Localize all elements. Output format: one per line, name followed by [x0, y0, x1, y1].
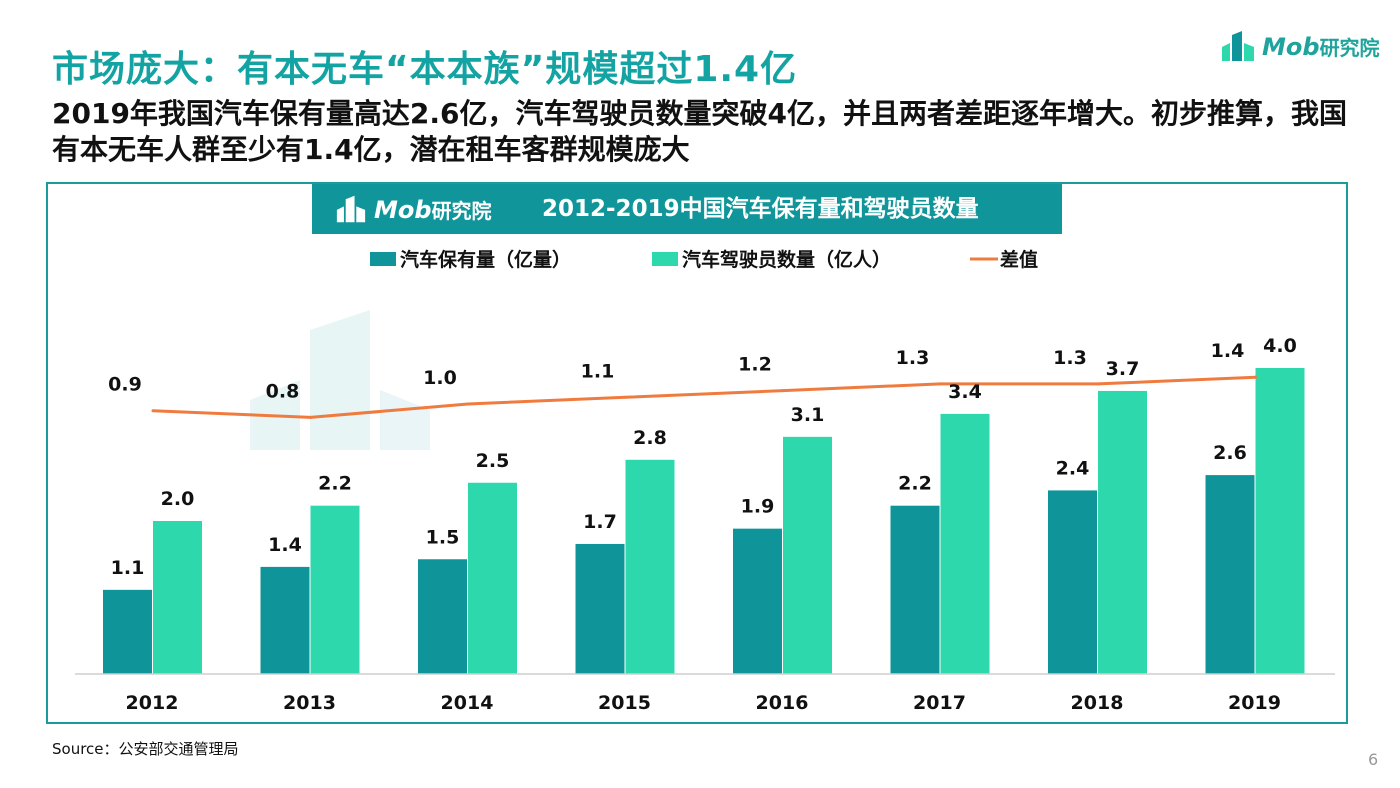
driver-value-label: 2.0	[161, 488, 195, 510]
legend-swatch	[652, 252, 678, 266]
car-value-label: 1.1	[111, 557, 145, 579]
x-tick-label: 2012	[126, 692, 179, 714]
x-tick-label: 2013	[283, 692, 336, 714]
chart-frame	[46, 182, 1348, 724]
car-bar	[575, 543, 625, 674]
driver-value-label: 3.7	[1106, 358, 1140, 380]
legend-label: 汽车驾驶员数量（亿人）	[682, 248, 891, 271]
mob-logo: Mob研究院	[1220, 26, 1380, 66]
driver-bar	[1098, 390, 1147, 674]
chart-legend: 汽车保有量（亿量） 汽车驾驶员数量（亿人） 差值	[370, 248, 1038, 271]
x-tick-label: 2019	[1228, 692, 1281, 714]
x-tick-label: 2014	[441, 692, 494, 714]
x-tick-label: 2015	[598, 692, 651, 714]
driver-bar	[310, 505, 360, 674]
diff-value-label: 1.4	[1211, 340, 1245, 362]
driver-value-label: 4.0	[1263, 335, 1297, 357]
diff-series-line	[151, 375, 1257, 419]
car-bar	[103, 589, 152, 674]
driver-bar	[940, 413, 990, 674]
car-value-label: 2.6	[1213, 442, 1247, 464]
data-labels: 1.1 2.0 1.4 2.2 1.5 2.5 1.7 2.8 1.9 3.1 2.2 3.4 2.4 3…	[108, 335, 1297, 579]
diff-point	[939, 382, 942, 386]
banner-logo-text: Mob研究院	[374, 195, 492, 224]
diff-point	[466, 402, 470, 406]
car-bar	[418, 559, 467, 674]
car-bar	[1048, 490, 1097, 674]
diff-point	[309, 415, 312, 419]
diff-point	[151, 409, 155, 413]
legend-swatch	[370, 252, 396, 266]
diff-value-label: 1.1	[581, 360, 615, 382]
car-bar	[890, 505, 940, 674]
driver-value-label: 2.2	[318, 473, 352, 495]
diff-value-label: 1.3	[896, 347, 930, 369]
driver-bar	[783, 436, 832, 674]
legend-label: 汽车保有量（亿量）	[400, 248, 571, 271]
car-bar	[1205, 475, 1255, 674]
diff-point	[1254, 375, 1257, 379]
car-series-bars	[103, 475, 1255, 674]
driver-value-label: 3.4	[948, 381, 982, 403]
car-value-label: 1.7	[583, 511, 617, 533]
page-number: 6	[1368, 750, 1379, 769]
driver-value-label: 2.8	[633, 427, 667, 449]
x-tick-label: 2018	[1071, 692, 1124, 714]
driver-series-bars	[153, 368, 1305, 674]
building-icon	[1222, 31, 1254, 61]
page-title: 市场庞大：有本无车“本本族”规模超过1.4亿	[52, 49, 798, 90]
driver-bar	[1255, 368, 1305, 674]
driver-bar	[153, 521, 202, 674]
diff-point	[781, 389, 785, 393]
logo-text: Mob研究院	[1262, 32, 1380, 61]
diff-point	[624, 395, 627, 399]
driver-value-label: 2.5	[476, 450, 510, 472]
car-value-label: 2.2	[898, 473, 932, 495]
chart-title: 2012-2019中国汽车保有量和驾驶员数量	[542, 196, 979, 222]
car-bar	[260, 566, 310, 674]
x-tick-label: 2016	[756, 692, 809, 714]
diff-value-label: 0.8	[266, 380, 300, 402]
driver-value-label: 3.1	[791, 404, 825, 426]
car-bar	[733, 528, 782, 674]
legend-label: 差值	[1000, 248, 1038, 271]
diff-value-label: 1.2	[738, 354, 772, 376]
banner-logo: Mob研究院	[334, 194, 492, 224]
diff-value-label: 1.0	[423, 367, 457, 389]
chart-title-banner: Mob研究院 2012-2019中国汽车保有量和驾驶员数量	[312, 184, 1062, 234]
x-tick-label: 2017	[913, 692, 966, 714]
driver-bar	[625, 459, 675, 674]
car-value-label: 1.9	[741, 496, 775, 518]
diff-value-label: 1.3	[1053, 347, 1087, 369]
x-axis: 2012 2013 2014 2015 2016 2017 2018 2019	[75, 673, 1335, 714]
page-subtitle: 2019年我国汽车保有量高达2.6亿，汽车驾驶员数量突破4亿，并且两者差距逐年增…	[52, 97, 1348, 166]
building-icon	[336, 195, 366, 223]
diff-line-path	[152, 375, 1256, 419]
car-value-label: 2.4	[1056, 457, 1090, 479]
source-note: Source：公安部交通管理局	[52, 740, 239, 758]
driver-bar	[468, 482, 517, 674]
car-value-label: 1.4	[268, 534, 302, 556]
diff-value-label: 0.9	[108, 374, 142, 396]
diff-point	[1096, 382, 1100, 386]
car-value-label: 1.5	[426, 526, 460, 548]
